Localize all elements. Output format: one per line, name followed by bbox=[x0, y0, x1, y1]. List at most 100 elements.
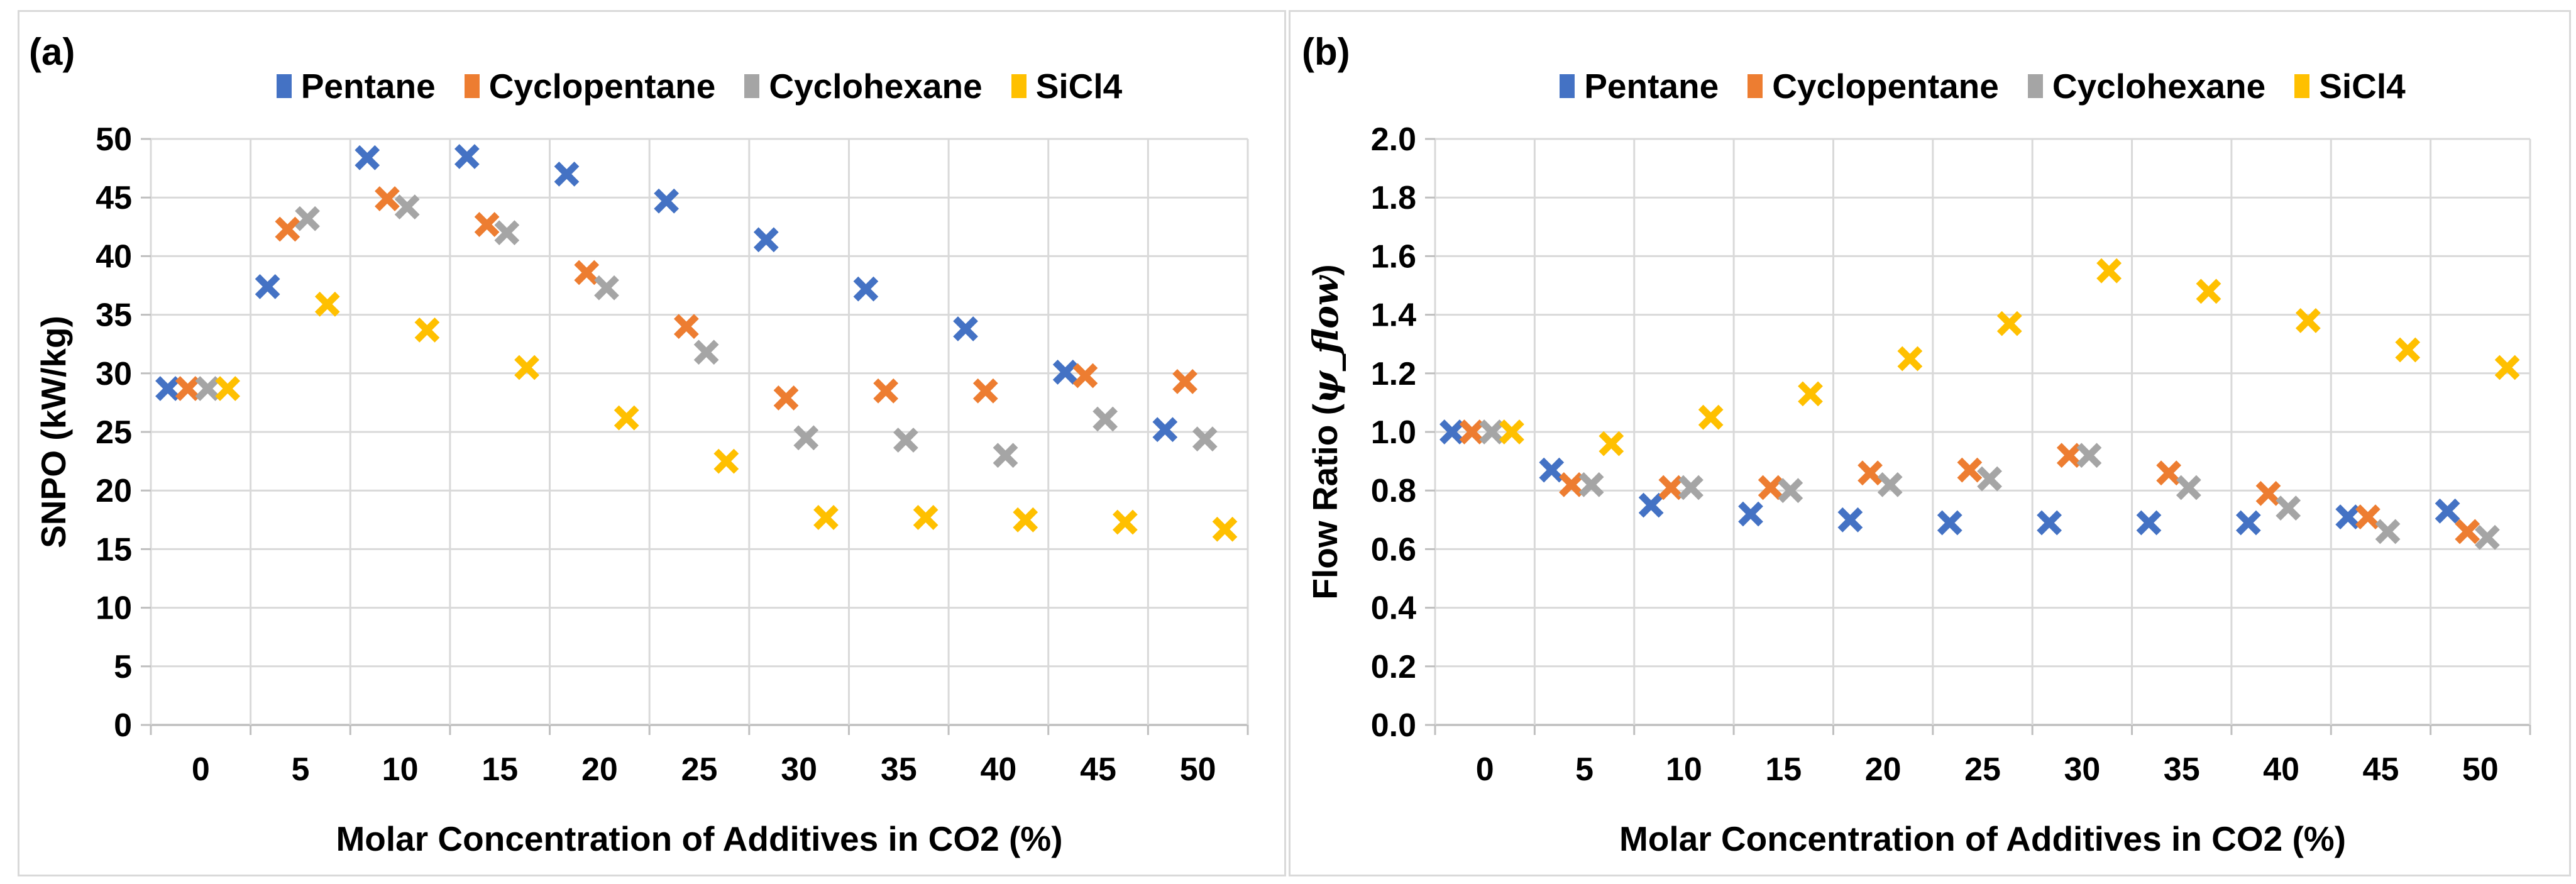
y-tick-label: 1.8 bbox=[1371, 180, 1416, 216]
marker-cyclohexane-x20 bbox=[594, 275, 619, 301]
marker-pentane-x50 bbox=[2435, 498, 2460, 524]
marker-cyclohexane-x40 bbox=[2276, 495, 2301, 521]
marker-pentane-x20 bbox=[1837, 507, 1863, 533]
marker-sicl4-x50 bbox=[1212, 516, 1238, 542]
marker-sicl4-x25 bbox=[713, 448, 739, 474]
legend-label-cyclohexane: Cyclohexane bbox=[2052, 66, 2266, 106]
marker-cyclohexane-x50 bbox=[1192, 426, 1218, 452]
series-pentane bbox=[155, 144, 1178, 443]
marker-sicl4-x40 bbox=[1013, 507, 1038, 533]
x-tick-label: 35 bbox=[2164, 751, 2200, 788]
y-tick-label: 10 bbox=[96, 590, 132, 627]
x-tick-label: 50 bbox=[1180, 751, 1216, 788]
x-tick-label: 45 bbox=[1080, 751, 1116, 788]
x-tick-label: 20 bbox=[581, 751, 618, 788]
legend-swatch-icon-cyclohexane bbox=[744, 74, 760, 98]
tick-labels: 0.0 0.2 0.4 0.6 0.8 1.0 1.2 1.4 1.6 1.8 2.0 0 5 10 15 2… bbox=[1371, 121, 2499, 788]
legend-a: Pentane Cyclopentane Cyclohexane SiCl4 bbox=[151, 64, 1248, 109]
data-markers bbox=[1439, 258, 2520, 550]
marker-cyclohexane-x15 bbox=[1778, 478, 1803, 504]
legend-item-cyclopentane: Cyclopentane bbox=[1748, 69, 1999, 104]
legend-label-cyclopentane: Cyclopentane bbox=[488, 66, 716, 106]
marker-cyclohexane-x15 bbox=[494, 220, 520, 246]
legend-label-cyclohexane: Cyclohexane bbox=[769, 66, 983, 106]
marker-pentane-x5 bbox=[255, 273, 280, 299]
series-cyclohexane bbox=[1479, 419, 2500, 550]
marker-sicl4-x0 bbox=[215, 376, 241, 401]
y-axis-title-b-suffix: ) bbox=[1306, 264, 1345, 276]
marker-cyclohexane-x30 bbox=[793, 425, 819, 451]
x-tick-label: 0 bbox=[1476, 751, 1494, 788]
marker-pentane-x25 bbox=[654, 188, 680, 214]
x-tick-label: 10 bbox=[382, 751, 419, 788]
x-tick-label: 45 bbox=[2363, 751, 2399, 788]
marker-sicl4-x5 bbox=[314, 291, 340, 317]
x-tick-label: 30 bbox=[781, 751, 817, 788]
x-tick-label: 15 bbox=[1765, 751, 1802, 788]
marker-cyclopentane-x5 bbox=[275, 216, 300, 242]
x-tick-label: 25 bbox=[1964, 751, 2001, 788]
legend-label-sicl4: SiCl4 bbox=[2319, 66, 2406, 106]
marker-cyclohexane-x45 bbox=[2375, 519, 2401, 544]
marker-cyclohexane-x35 bbox=[2176, 475, 2201, 500]
marker-cyclopentane-x25 bbox=[1957, 457, 1983, 483]
legend-label-pentane: Pentane bbox=[300, 66, 436, 106]
marker-sicl4-x10 bbox=[414, 317, 440, 343]
y-tick-label: 35 bbox=[96, 297, 132, 334]
x-axis-title-b-text: Molar Concentration of Additives in CO2 … bbox=[1619, 819, 2347, 858]
marker-cyclopentane-x15 bbox=[474, 212, 500, 237]
marker-cyclohexane-x0 bbox=[1479, 419, 1505, 445]
marker-cyclopentane-x10 bbox=[375, 186, 400, 211]
marker-cyclopentane-x35 bbox=[873, 378, 899, 404]
legend-label-pentane: Pentane bbox=[1584, 66, 1719, 106]
legend-swatch-icon-cyclohexane bbox=[2027, 74, 2043, 98]
y-axis-title-a: SNPO (kW/kg) bbox=[31, 149, 75, 715]
marker-cyclopentane-x20 bbox=[574, 260, 600, 285]
x-tick-label: 30 bbox=[2064, 751, 2100, 788]
y-tick-label: 0.0 bbox=[1371, 707, 1416, 744]
x-axis-title-a: Molar Concentration of Additives in CO2 … bbox=[151, 817, 1248, 861]
marker-sicl4-x15 bbox=[1798, 381, 1823, 407]
marker-sicl4-x50 bbox=[2494, 355, 2520, 380]
y-tick-label: 20 bbox=[96, 473, 132, 509]
marker-sicl4-x20 bbox=[1897, 346, 1923, 372]
marker-cyclopentane-x20 bbox=[1858, 460, 1883, 486]
y-tick-label: 0.4 bbox=[1371, 590, 1416, 627]
y-tick-label: 25 bbox=[96, 414, 132, 451]
legend-item-cyclopentane: Cyclopentane bbox=[464, 66, 716, 106]
legend-swatch-icon-cyclopentane bbox=[464, 74, 480, 98]
marker-pentane-x5 bbox=[1539, 457, 1565, 483]
marker-cyclopentane-x10 bbox=[1658, 475, 1684, 500]
y-tick-label: 5 bbox=[114, 649, 132, 685]
y-tick-label: 50 bbox=[96, 121, 132, 158]
series-cyclohexane bbox=[195, 194, 1218, 468]
marker-pentane-x35 bbox=[853, 276, 879, 302]
legend-swatch-icon-sicl4 bbox=[2294, 74, 2310, 98]
legend-item-cyclohexane: Cyclohexane bbox=[2027, 66, 2266, 106]
marker-sicl4-x20 bbox=[614, 405, 639, 431]
y-axis-title-a-prefix: SNPO (kW/kg) bbox=[34, 316, 73, 548]
marker-pentane-x15 bbox=[454, 144, 480, 169]
marker-sicl4-x30 bbox=[813, 505, 839, 530]
y-tick-label: 1.2 bbox=[1371, 356, 1416, 392]
x-axis-title-b: Molar Concentration of Additives in CO2 … bbox=[1435, 817, 2530, 861]
marker-pentane-x20 bbox=[554, 162, 580, 187]
panel-b: (b) Pentane Cyclopentane Cyclohexane SiCl4 … bbox=[1289, 10, 2571, 876]
legend-item-pentane: Pentane bbox=[1560, 69, 1719, 104]
marker-sicl4-x45 bbox=[2395, 337, 2421, 363]
marker-cyclohexane-x45 bbox=[1093, 406, 1118, 432]
series-cyclopentane bbox=[175, 186, 1197, 411]
marker-pentane-x30 bbox=[2037, 510, 2062, 536]
y-tick-label: 40 bbox=[96, 238, 132, 275]
marker-cyclohexane-x10 bbox=[394, 194, 420, 220]
y-tick-label: 0.6 bbox=[1371, 531, 1416, 568]
x-tick-label: 10 bbox=[1666, 751, 1702, 788]
legend-swatch-icon-pentane bbox=[1560, 74, 1575, 98]
marker-cyclopentane-x5 bbox=[1559, 472, 1584, 497]
marker-pentane-x40 bbox=[2235, 510, 2261, 536]
marker-cyclopentane-x45 bbox=[1072, 363, 1098, 389]
chart-a: 0 5 10 15 20 25 30 35 40 45 50 0 5 10 15 20 25 30 35 40 45 50 bbox=[96, 121, 1249, 788]
marker-sicl4-x10 bbox=[1698, 404, 1724, 430]
marker-pentane-x35 bbox=[2136, 510, 2162, 536]
series-sicl4 bbox=[1499, 258, 2520, 456]
